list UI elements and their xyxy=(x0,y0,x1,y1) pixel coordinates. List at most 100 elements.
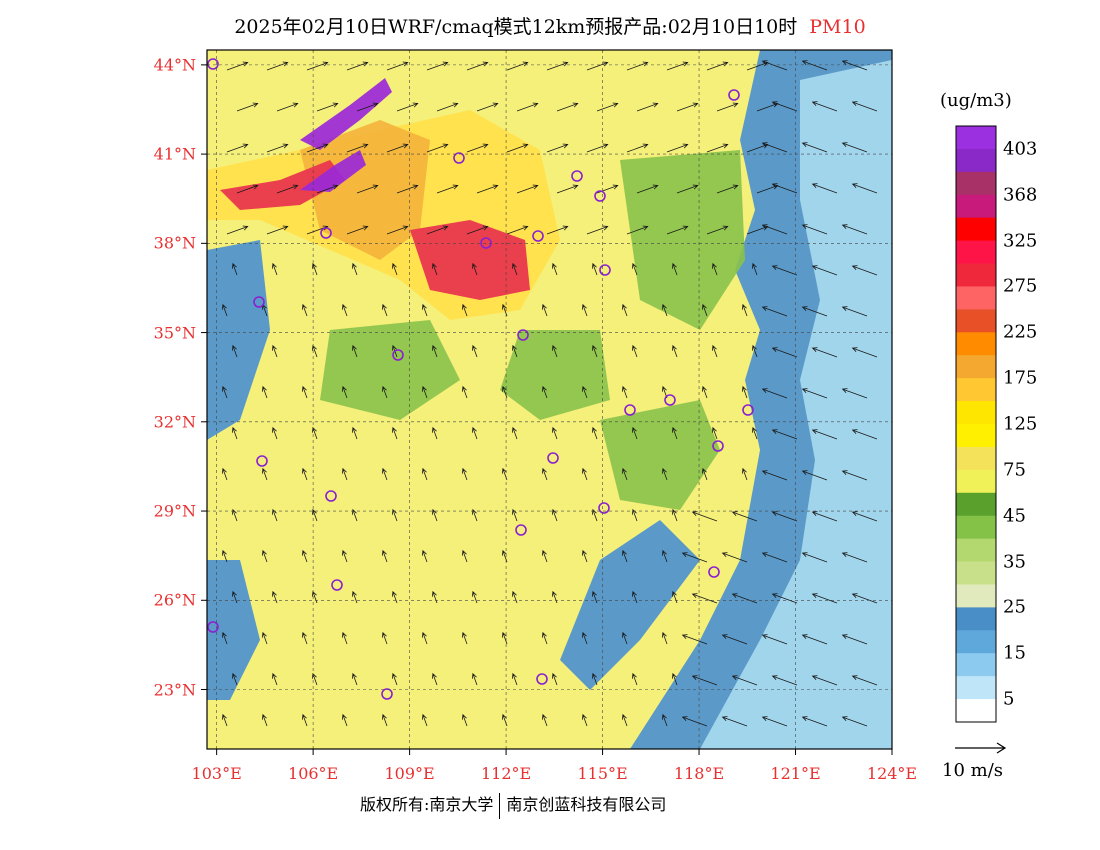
wind-arrow xyxy=(262,549,268,563)
wind-arrow xyxy=(662,631,668,645)
wind-reference-label: 10 m/s xyxy=(942,760,1003,781)
legend-swatch xyxy=(956,148,996,173)
wind-arrow xyxy=(232,344,238,358)
wind-arrow xyxy=(502,631,508,645)
wind-arrow xyxy=(222,467,228,481)
wind-arrow xyxy=(426,143,449,153)
latitude-label: 32°N xyxy=(153,412,196,432)
wind-arrow xyxy=(262,467,268,481)
wind-arrow xyxy=(422,549,428,563)
wind-arrow xyxy=(622,385,628,399)
wind-arrow xyxy=(622,631,628,645)
purple-plume-lower xyxy=(300,150,366,192)
wind-arrow xyxy=(676,102,699,112)
wind-arrow xyxy=(761,552,788,563)
legend-value-label: 75 xyxy=(1003,459,1026,481)
wind-arrow xyxy=(742,303,748,317)
wind-arrow xyxy=(636,184,659,194)
wind-arrow xyxy=(392,262,398,276)
legend-value-label: 45 xyxy=(1003,505,1026,527)
longitude-label: 121°E xyxy=(770,764,821,783)
wind-arrow xyxy=(266,143,289,153)
wind-arrow xyxy=(721,634,748,645)
wind-arrow xyxy=(222,385,228,399)
wind-arrow xyxy=(731,675,758,686)
wind-arrow xyxy=(232,426,238,440)
wind-arrow xyxy=(672,262,678,276)
wind-arrow xyxy=(632,344,638,358)
wind-arrow xyxy=(272,426,278,440)
wind-arrow xyxy=(302,631,308,645)
wind-arrow xyxy=(342,713,348,727)
latitude-label: 35°N xyxy=(153,323,196,343)
wind-arrow xyxy=(462,303,468,317)
wind-arrow xyxy=(276,184,299,194)
wind-arrow xyxy=(702,385,708,399)
legend-colorbar xyxy=(955,125,997,723)
wind-arrow xyxy=(352,508,358,522)
wind-arrow xyxy=(222,713,228,727)
wind-arrow xyxy=(801,388,828,399)
wind-arrow xyxy=(592,508,598,522)
wind-arrow xyxy=(681,552,708,563)
copyright-right: 南京创蓝科技有限公司 xyxy=(506,795,667,814)
longitude-label: 115°E xyxy=(577,764,628,783)
southwest-blue-zone xyxy=(207,560,260,700)
open-ocean-lightblue xyxy=(700,60,892,749)
wind-arrow xyxy=(512,344,518,358)
footer-divider xyxy=(499,792,501,819)
wind-arrow xyxy=(462,385,468,399)
wind-arrow xyxy=(626,225,649,235)
map-frame xyxy=(206,49,893,750)
legend-swatch xyxy=(956,538,996,563)
wind-arrow xyxy=(352,426,358,440)
wind-arrow xyxy=(556,184,579,194)
longitude-label: 103°E xyxy=(191,764,242,783)
wind-arrow xyxy=(672,344,678,358)
north-coast-green xyxy=(620,150,745,330)
wind-arrow xyxy=(592,672,598,686)
wind-arrow xyxy=(396,184,419,194)
wind-arrow xyxy=(731,511,758,522)
wind-arrow xyxy=(226,143,249,153)
wind-arrow xyxy=(512,508,518,522)
wind-arrow xyxy=(752,426,758,440)
wind-arrow xyxy=(272,262,278,276)
wind-arrow xyxy=(851,675,878,686)
wind-arrow xyxy=(422,303,428,317)
wind-arrow xyxy=(582,549,588,563)
wind-arrow xyxy=(266,225,289,235)
legend-swatch xyxy=(956,561,996,585)
wind-arrow xyxy=(851,101,878,112)
wind-arrow xyxy=(232,672,238,686)
city-marker xyxy=(664,394,676,406)
wind-arrow xyxy=(312,262,318,276)
wind-arrow xyxy=(586,225,609,235)
legend-swatch xyxy=(956,263,996,287)
wind-arrow xyxy=(476,184,499,194)
wind-arrow xyxy=(801,306,828,317)
wind-arrow xyxy=(552,672,558,686)
latitude-label: 29°N xyxy=(153,501,196,521)
wind-arrow xyxy=(811,183,838,194)
wind-arrow xyxy=(841,224,868,235)
wind-arrow xyxy=(312,672,318,686)
legend-value-label: 275 xyxy=(1003,275,1038,297)
wind-arrow xyxy=(742,385,748,399)
wind-arrow xyxy=(672,426,678,440)
legend-value-label: 325 xyxy=(1003,230,1038,252)
copyright-left: 版权所有:南京大学 xyxy=(360,795,494,814)
wind-arrow xyxy=(352,590,358,604)
wind-arrow xyxy=(506,225,529,235)
wind-arrow xyxy=(761,470,788,481)
legend-swatch xyxy=(956,171,996,196)
wind-arrow xyxy=(272,590,278,604)
wind-arrow xyxy=(546,225,569,235)
wind-arrow xyxy=(702,303,708,317)
wind-arrow xyxy=(226,225,249,235)
city-marker xyxy=(256,455,268,467)
wind-arrow xyxy=(346,225,369,235)
wind-arrow xyxy=(592,426,598,440)
wind-arrow xyxy=(666,61,689,71)
wind-arrow xyxy=(712,262,718,276)
